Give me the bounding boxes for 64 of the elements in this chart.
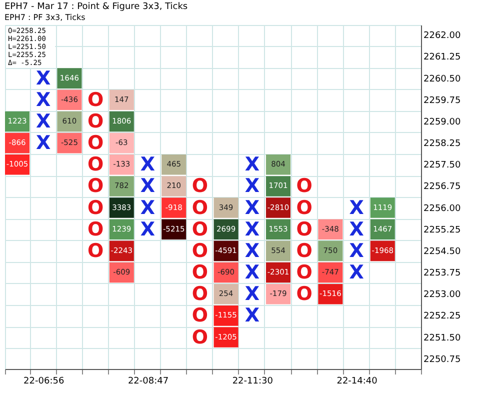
- y-tick-label: 2260.50: [424, 74, 461, 84]
- text: O: [296, 175, 312, 198]
- text: O: [192, 326, 208, 348]
- text: O: [87, 218, 104, 240]
- y-tick-label: 2259.75: [424, 96, 461, 106]
- text: X: [244, 175, 260, 198]
- y-tick-label: 2256.75: [424, 182, 461, 192]
- y-tick-label: 2258.25: [424, 139, 461, 150]
- y-tick-label: 2252.25: [424, 312, 461, 322]
- text: O: [192, 196, 208, 219]
- x-tick-label: 22-14:40: [336, 376, 378, 386]
- text: O: [192, 175, 208, 198]
- y-tick-label: 2261.25: [424, 52, 461, 63]
- text: X: [140, 218, 156, 240]
- text: X: [244, 154, 260, 176]
- x-tick-label: 22-11:30: [232, 376, 274, 386]
- text: O: [296, 218, 312, 240]
- text: O: [192, 240, 208, 262]
- text: X: [36, 67, 51, 90]
- text: X: [244, 304, 260, 327]
- x-tick-label: 22-08:47: [128, 376, 169, 386]
- text: X: [36, 132, 51, 154]
- text: O: [296, 283, 312, 306]
- text: O: [87, 240, 104, 262]
- y-tick-label: 2256.00: [424, 204, 461, 214]
- text: O: [87, 132, 104, 154]
- text: O: [192, 262, 208, 284]
- y-tick-label: 2253.00: [424, 290, 461, 300]
- y-tick-label: 2253.75: [424, 268, 461, 279]
- text: O: [296, 196, 312, 219]
- chart-title: EPH7 - Mar 17 : Point & Figure 3x3, Ticks: [4, 2, 188, 12]
- x-tick-label: 22-06:56: [24, 376, 64, 386]
- text: O: [192, 304, 208, 327]
- text: O: [87, 88, 104, 111]
- text: X: [36, 110, 51, 132]
- text: O: [296, 262, 312, 284]
- chart-subtitle: EPH7 : PF 3x3, Ticks: [4, 13, 86, 22]
- text: O: [87, 154, 104, 176]
- text: O: [87, 196, 104, 219]
- text: X: [140, 196, 156, 219]
- text: O: [192, 283, 208, 306]
- text: X: [36, 88, 51, 111]
- text: O: [87, 175, 104, 198]
- text: X: [244, 283, 260, 306]
- text: X: [349, 218, 364, 240]
- y-tick-label: 2250.75: [424, 354, 461, 365]
- text: X: [140, 175, 156, 198]
- text: X: [349, 196, 364, 219]
- y-tick-label: 2255.25: [424, 225, 461, 236]
- text: X: [244, 262, 260, 284]
- text: X: [244, 218, 260, 240]
- y-tick-label: 2257.50: [424, 160, 461, 171]
- y-tick-label: 2251.50: [424, 333, 461, 344]
- y-tick-label: 2259.00: [424, 117, 461, 128]
- text: X: [244, 240, 260, 262]
- text: X: [140, 154, 156, 176]
- text: O: [296, 240, 312, 262]
- text: X: [349, 262, 364, 284]
- text: X: [349, 240, 364, 262]
- y-tick-label: 2262.00: [424, 31, 461, 42]
- text: O: [87, 110, 104, 132]
- y-tick-label: 2254.50: [424, 246, 461, 257]
- text: O: [192, 218, 208, 240]
- text: X: [244, 196, 260, 219]
